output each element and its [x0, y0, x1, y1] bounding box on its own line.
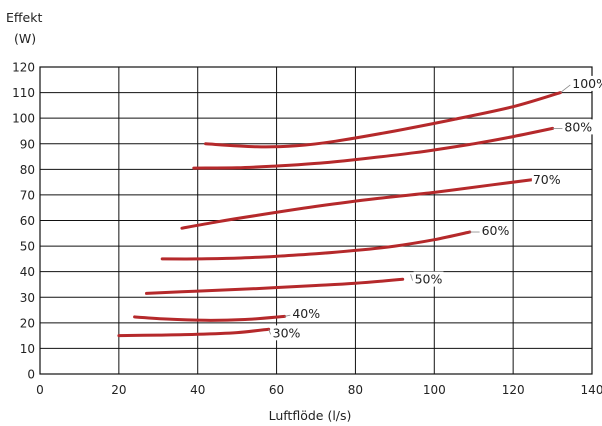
x-tick-label-140: 140 [581, 383, 602, 397]
series-label-30pct: 30% [273, 325, 301, 340]
y-tick-label-0: 0 [27, 368, 35, 382]
y-tick-label-40: 40 [20, 265, 35, 279]
label-leader-30pct [268, 329, 272, 335]
y-tick-label-80: 80 [20, 163, 35, 177]
label-bg-70pct [531, 171, 562, 187]
x-tick-label-100: 100 [423, 383, 446, 397]
series-label-70pct: 70% [533, 172, 561, 187]
y-tick-label-30: 30 [20, 291, 35, 305]
y-tick-labels: 0 10 20 30 40 50 60 70 80 90 100 110 120 [12, 61, 35, 382]
series-lines [117, 91, 562, 338]
series-line-100pct [204, 91, 562, 149]
series-labels: 100% 80% 70% 60% 50% 40% 30% [268, 75, 602, 341]
series-line-30pct [117, 327, 271, 338]
x-tick-label-20: 20 [111, 383, 126, 397]
series-label-100pct: 100% [572, 76, 602, 91]
x-tick-label-120: 120 [502, 383, 525, 397]
series-line-60pct [160, 230, 472, 261]
series-label-40pct: 40% [292, 306, 320, 321]
y-axis-title-line1: Effekt [6, 10, 42, 25]
series-line-70pct [180, 178, 535, 230]
y-axis-title-line2: (W) [14, 31, 36, 46]
series-line-40pct [133, 314, 286, 322]
grid-lines [39, 66, 593, 375]
label-leader-40pct [284, 314, 291, 317]
label-leader-100pct [560, 84, 571, 93]
plot-frame [39, 66, 593, 375]
series-label-80pct: 80% [564, 119, 592, 134]
x-tick-label-60: 60 [269, 383, 284, 397]
series-line-80pct [192, 126, 555, 170]
y-tick-label-100: 100 [12, 112, 35, 126]
y-tick-label-60: 60 [20, 214, 35, 228]
y-tick-label-120: 120 [12, 61, 35, 75]
x-tick-label-80: 80 [348, 383, 363, 397]
x-tick-labels: 0 20 40 60 80 100 120 140 [36, 383, 602, 397]
x-tick-label-0: 0 [36, 383, 44, 397]
series-line-50pct [145, 277, 405, 295]
label-bg-30pct [271, 325, 302, 341]
y-tick-label-70: 70 [20, 188, 35, 202]
y-tick-label-10: 10 [20, 342, 35, 356]
label-bg-40pct [291, 306, 322, 322]
y-tick-label-90: 90 [20, 137, 35, 151]
y-tick-label-110: 110 [12, 86, 35, 100]
series-label-50pct: 50% [415, 272, 443, 287]
label-leader-50pct [410, 274, 413, 281]
series-label-60pct: 60% [482, 223, 510, 238]
x-tick-label-40: 40 [190, 383, 205, 397]
x-axis-title: Luftflöde (l/s) [269, 408, 352, 423]
y-tick-label-20: 20 [20, 316, 35, 330]
label-bg-50pct [413, 271, 444, 287]
label-bg-60pct [480, 223, 511, 239]
label-bg-100pct [571, 75, 602, 91]
y-tick-label-50: 50 [20, 240, 35, 254]
label-bg-80pct [563, 119, 594, 135]
